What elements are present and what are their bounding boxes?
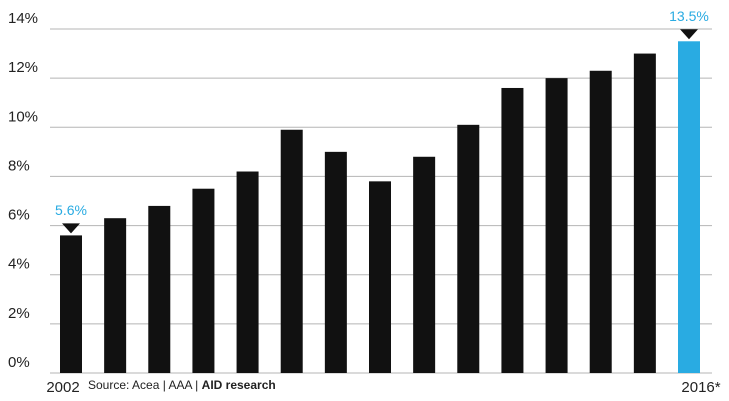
bar	[678, 41, 700, 374]
bar	[545, 78, 568, 374]
bar	[501, 87, 524, 373]
y-tick-label: 10%	[8, 108, 38, 125]
y-tick-label: 6%	[8, 207, 30, 224]
source-highlight: AID research	[202, 378, 276, 392]
value-label: 5.6%	[55, 202, 87, 218]
bar	[148, 205, 171, 373]
bar	[633, 53, 656, 373]
y-tick-label: 2%	[8, 305, 30, 322]
bar	[236, 171, 259, 373]
bar	[60, 235, 82, 373]
x-tick-label: 2016*	[681, 379, 720, 396]
y-tick-label: 0%	[8, 354, 30, 371]
bar	[413, 156, 436, 373]
bar	[280, 129, 303, 373]
bar	[589, 70, 612, 374]
y-tick-label: 8%	[8, 157, 30, 174]
bar	[324, 151, 347, 373]
bar	[457, 124, 480, 373]
source-text: Source: Acea | AAA |	[88, 378, 198, 392]
y-tick-label: 12%	[8, 59, 38, 76]
value-label: 13.5%	[669, 8, 709, 24]
source: Source: Acea | AAA | AID research	[88, 378, 276, 392]
x-tick-label: 2002	[46, 379, 79, 396]
y-tick-label: 14%	[8, 10, 38, 27]
y-tick-label: 4%	[8, 256, 30, 273]
bar	[192, 188, 215, 373]
bar	[369, 181, 391, 373]
bar	[104, 218, 127, 373]
label-pointer	[62, 223, 80, 234]
label-pointer	[680, 29, 698, 40]
